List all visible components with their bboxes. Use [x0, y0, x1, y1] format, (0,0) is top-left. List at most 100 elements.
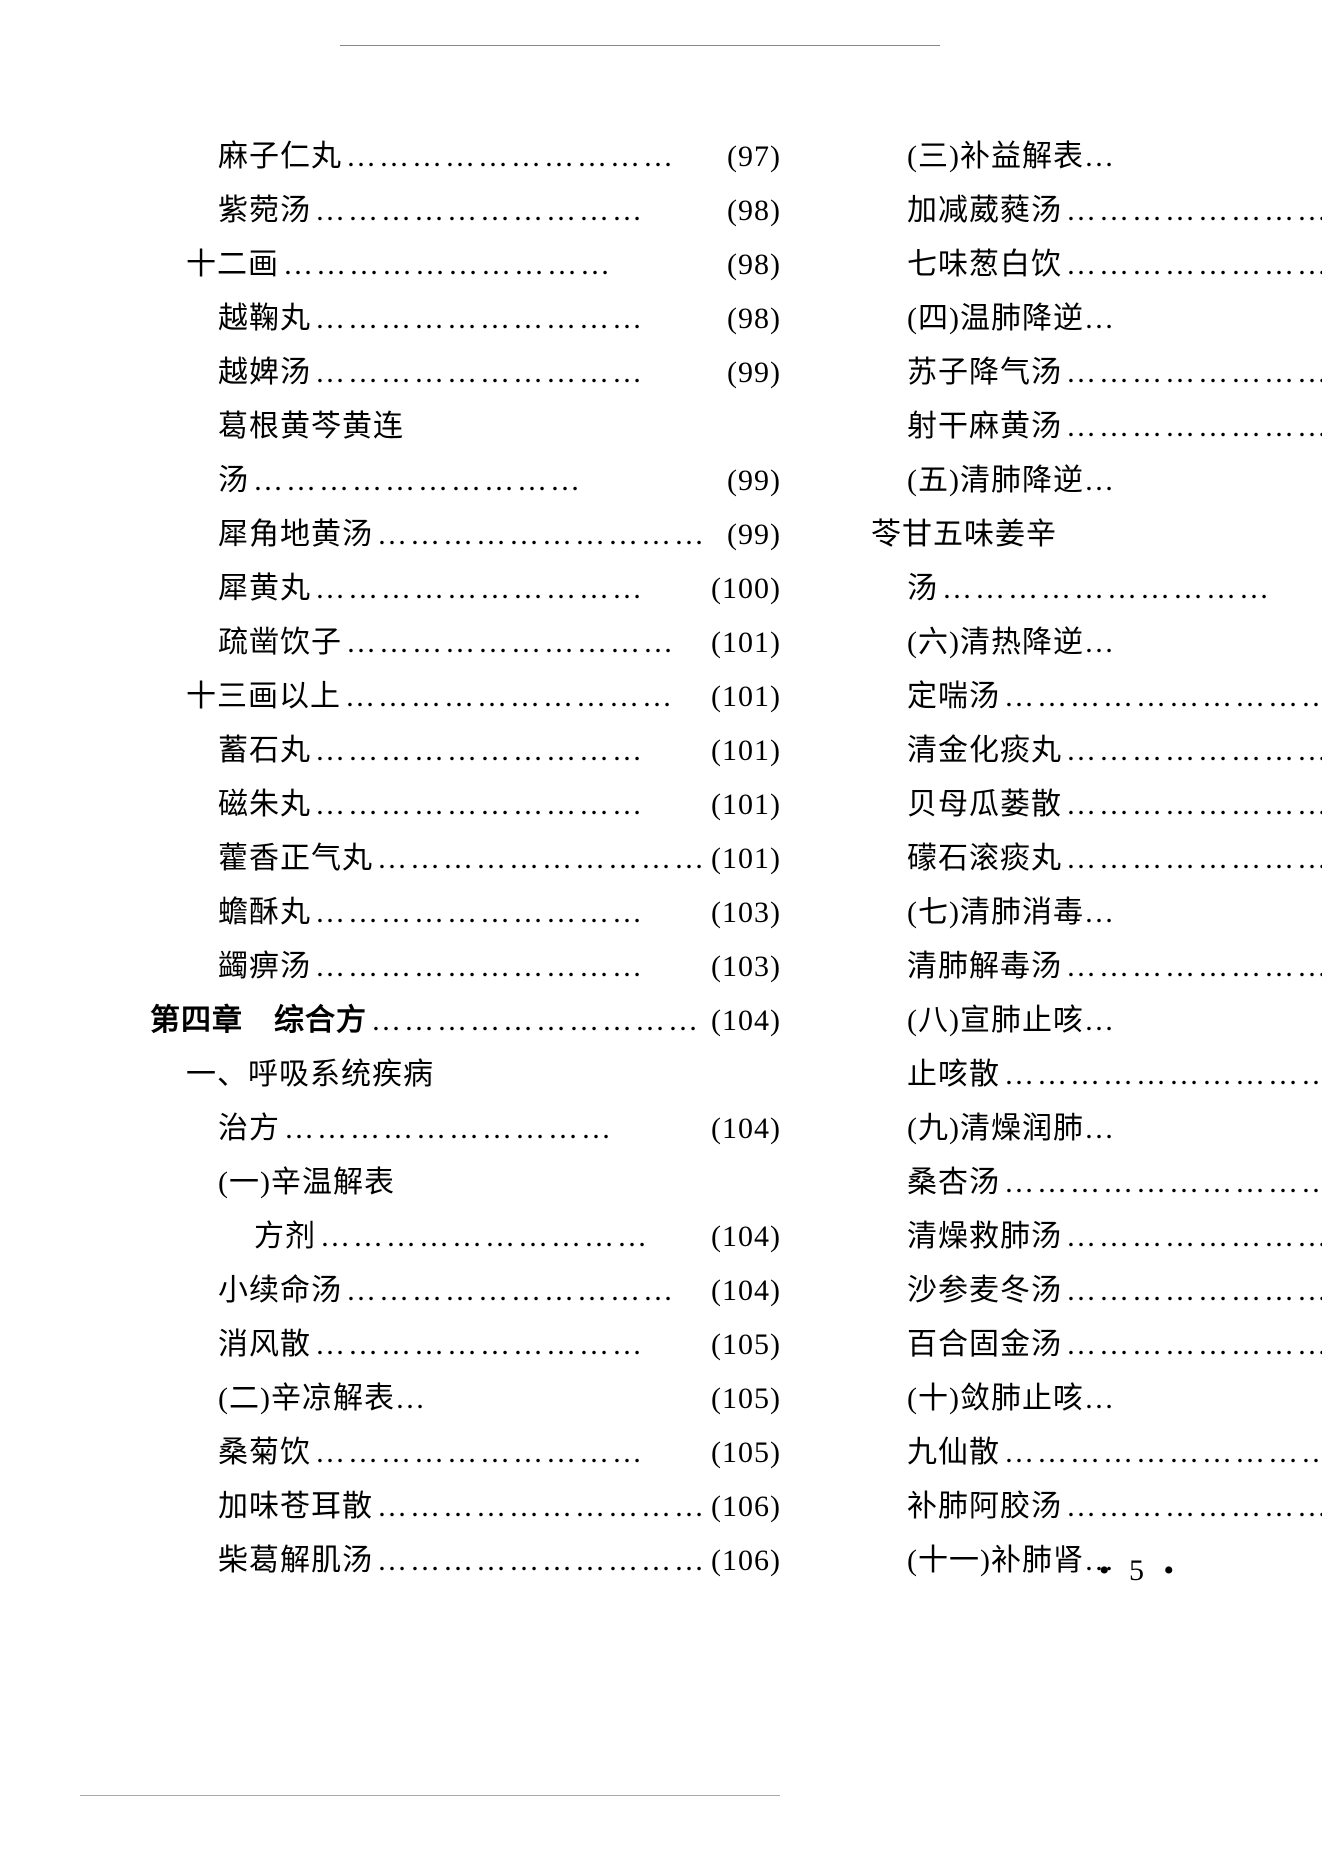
toc-label: (九)清燥润肺… — [907, 1102, 1115, 1156]
toc-leader-dots: ………………………… — [373, 1480, 711, 1534]
toc-page-ref: (106) — [711, 1534, 781, 1588]
toc-label: 蟾酥丸 — [218, 886, 311, 940]
toc-leader-dots: ………………………… — [1062, 940, 1322, 994]
toc-leader-dots: ………………………… — [1000, 1048, 1322, 1102]
toc-page-ref: (98) — [727, 292, 781, 346]
toc-leader-dots: ………………………… — [1062, 724, 1322, 778]
toc-label: 汤 — [218, 454, 249, 508]
toc-leader-dots: ………………………… — [311, 940, 711, 994]
toc-entry: 贝母瓜蒌散…………………………(111) — [871, 778, 1322, 832]
toc-entry: 蟾酥丸…………………………(103) — [150, 886, 781, 940]
toc-label: (八)宣肺止咳… — [907, 994, 1115, 1048]
toc-entry: 桑杏汤…………………………(113) — [871, 1156, 1322, 1210]
toc-entry: 葛根黄芩黄连 — [150, 400, 781, 454]
toc-leader-dots: ………………………… — [1000, 1426, 1322, 1480]
toc-page-ref: (106) — [711, 1480, 781, 1534]
toc-entry: 加减葳蕤汤…………………………(107) — [871, 184, 1322, 238]
toc-page-ref: (98) — [727, 238, 781, 292]
toc-page-ref: (100) — [711, 562, 781, 616]
toc-label: 礞石滚痰丸 — [907, 832, 1062, 886]
toc-page-ref: (104) — [711, 1264, 781, 1318]
toc-leader-dots: ………………………… — [1062, 346, 1322, 400]
toc-leader-dots: ………………………… — [342, 130, 727, 184]
toc-leader-dots: ………………………… — [938, 562, 1322, 616]
toc-label: 葛根黄芩黄连 — [218, 400, 404, 454]
toc-label: 蠲痹汤 — [218, 940, 311, 994]
toc-page-ref: (98) — [727, 184, 781, 238]
toc-label: 一、呼吸系统疾病 — [186, 1048, 434, 1102]
left-column: 麻子仁丸…………………………(97)紫菀汤…………………………(98)十二画……… — [150, 130, 781, 1588]
toc-label: 止咳散 — [907, 1048, 1000, 1102]
page-number: • 5 • — [1099, 1554, 1180, 1588]
toc-leader-dots: ………………………… — [279, 238, 727, 292]
toc-entry: 补肺阿胶汤…………………………(115) — [871, 1480, 1322, 1534]
toc-entry: 越婢汤…………………………(99) — [150, 346, 781, 400]
toc-entry: 柴葛解肌汤…………………………(106) — [150, 1534, 781, 1588]
toc-label: 犀角地黄汤 — [218, 508, 373, 562]
toc-label: (六)清热降逆… — [907, 616, 1115, 670]
toc-label: 麻子仁丸 — [218, 130, 342, 184]
toc-leader-dots: ………………………… — [311, 562, 711, 616]
toc-label: 消风散 — [218, 1318, 311, 1372]
toc-entry: (四)温肺降逆…(108) — [871, 292, 1322, 346]
toc-label: 汤 — [907, 562, 938, 616]
toc-entry: (六)清热降逆…(110) — [871, 616, 1322, 670]
toc-leader-dots: ………………………… — [342, 616, 711, 670]
toc-entry: 百合固金汤…………………………(114) — [871, 1318, 1322, 1372]
toc-page-ref: (97) — [727, 130, 781, 184]
toc-leader-dots: ………………………… — [373, 508, 727, 562]
toc-label: (一)辛温解表 — [218, 1156, 395, 1210]
toc-page-ref: (99) — [727, 508, 781, 562]
toc-entry: (十一)补肺肾…(116) — [871, 1534, 1322, 1588]
toc-label: 治方 — [218, 1102, 280, 1156]
toc-label: 方剂 — [254, 1210, 316, 1264]
toc-page: 麻子仁丸…………………………(97)紫菀汤…………………………(98)十二画……… — [150, 130, 1180, 1588]
toc-entry: 止咳散…………………………(113) — [871, 1048, 1322, 1102]
toc-page-ref: (105) — [711, 1426, 781, 1480]
toc-label: 加味苍耳散 — [218, 1480, 373, 1534]
toc-entry: 射干麻黄汤…………………………(109) — [871, 400, 1322, 454]
toc-label: 越婢汤 — [218, 346, 311, 400]
toc-entry: 一、呼吸系统疾病 — [150, 1048, 781, 1102]
toc-leader-dots: ………………………… — [1062, 778, 1322, 832]
toc-leader-dots: ………………………… — [1062, 1318, 1322, 1372]
toc-entry: 加味苍耳散…………………………(106) — [150, 1480, 781, 1534]
toc-label: 补肺阿胶汤 — [907, 1480, 1062, 1534]
toc-leader-dots: ………………………… — [341, 670, 711, 724]
toc-entry: 九仙散…………………………(115) — [871, 1426, 1322, 1480]
toc-page-ref: (104) — [711, 994, 781, 1048]
toc-entry: (十)敛肺止咳…(115) — [871, 1372, 1322, 1426]
toc-page-ref: (101) — [711, 670, 781, 724]
toc-entry: (二)辛凉解表…(105) — [150, 1372, 781, 1426]
toc-label: 射干麻黄汤 — [907, 400, 1062, 454]
toc-label: 蓄石丸 — [218, 724, 311, 778]
toc-page-ref: (99) — [727, 346, 781, 400]
toc-entry: (一)辛温解表 — [150, 1156, 781, 1210]
toc-leader-dots: ………………………… — [311, 886, 711, 940]
toc-entry: 治方…………………………(104) — [150, 1102, 781, 1156]
toc-entry: 苓甘五味姜辛 — [871, 508, 1322, 562]
toc-label: 苓甘五味姜辛 — [871, 508, 1057, 562]
toc-entry: 七味葱白饮…………………………(108) — [871, 238, 1322, 292]
toc-label: 九仙散 — [907, 1426, 1000, 1480]
toc-label: 七味葱白饮 — [907, 238, 1062, 292]
toc-entry: (八)宣肺止咳…(113) — [871, 994, 1322, 1048]
toc-label: 疏凿饮子 — [218, 616, 342, 670]
toc-page-ref: (101) — [711, 778, 781, 832]
toc-leader-dots: ………………………… — [342, 1264, 711, 1318]
top-divider — [340, 45, 940, 46]
toc-entry: 方剂…………………………(104) — [150, 1210, 781, 1264]
toc-entry: 苏子降气汤…………………………(108) — [871, 346, 1322, 400]
toc-entry: (七)清肺消毒…(112) — [871, 886, 1322, 940]
toc-label: 藿香正气丸 — [218, 832, 373, 886]
toc-label: 十二画 — [186, 238, 279, 292]
toc-entry: (五)清肺降逆…(109) — [871, 454, 1322, 508]
toc-leader-dots: ………………………… — [311, 292, 727, 346]
toc-label: 犀黄丸 — [218, 562, 311, 616]
toc-leader-dots: ………………………… — [1000, 1156, 1322, 1210]
right-column: (三)补益解表…(107)加减葳蕤汤…………………………(107)七味葱白饮……… — [871, 130, 1322, 1588]
toc-entry: 紫菀汤…………………………(98) — [150, 184, 781, 238]
toc-page-ref: (103) — [711, 886, 781, 940]
toc-page-ref: (101) — [711, 724, 781, 778]
toc-entry: 藿香正气丸…………………………(101) — [150, 832, 781, 886]
